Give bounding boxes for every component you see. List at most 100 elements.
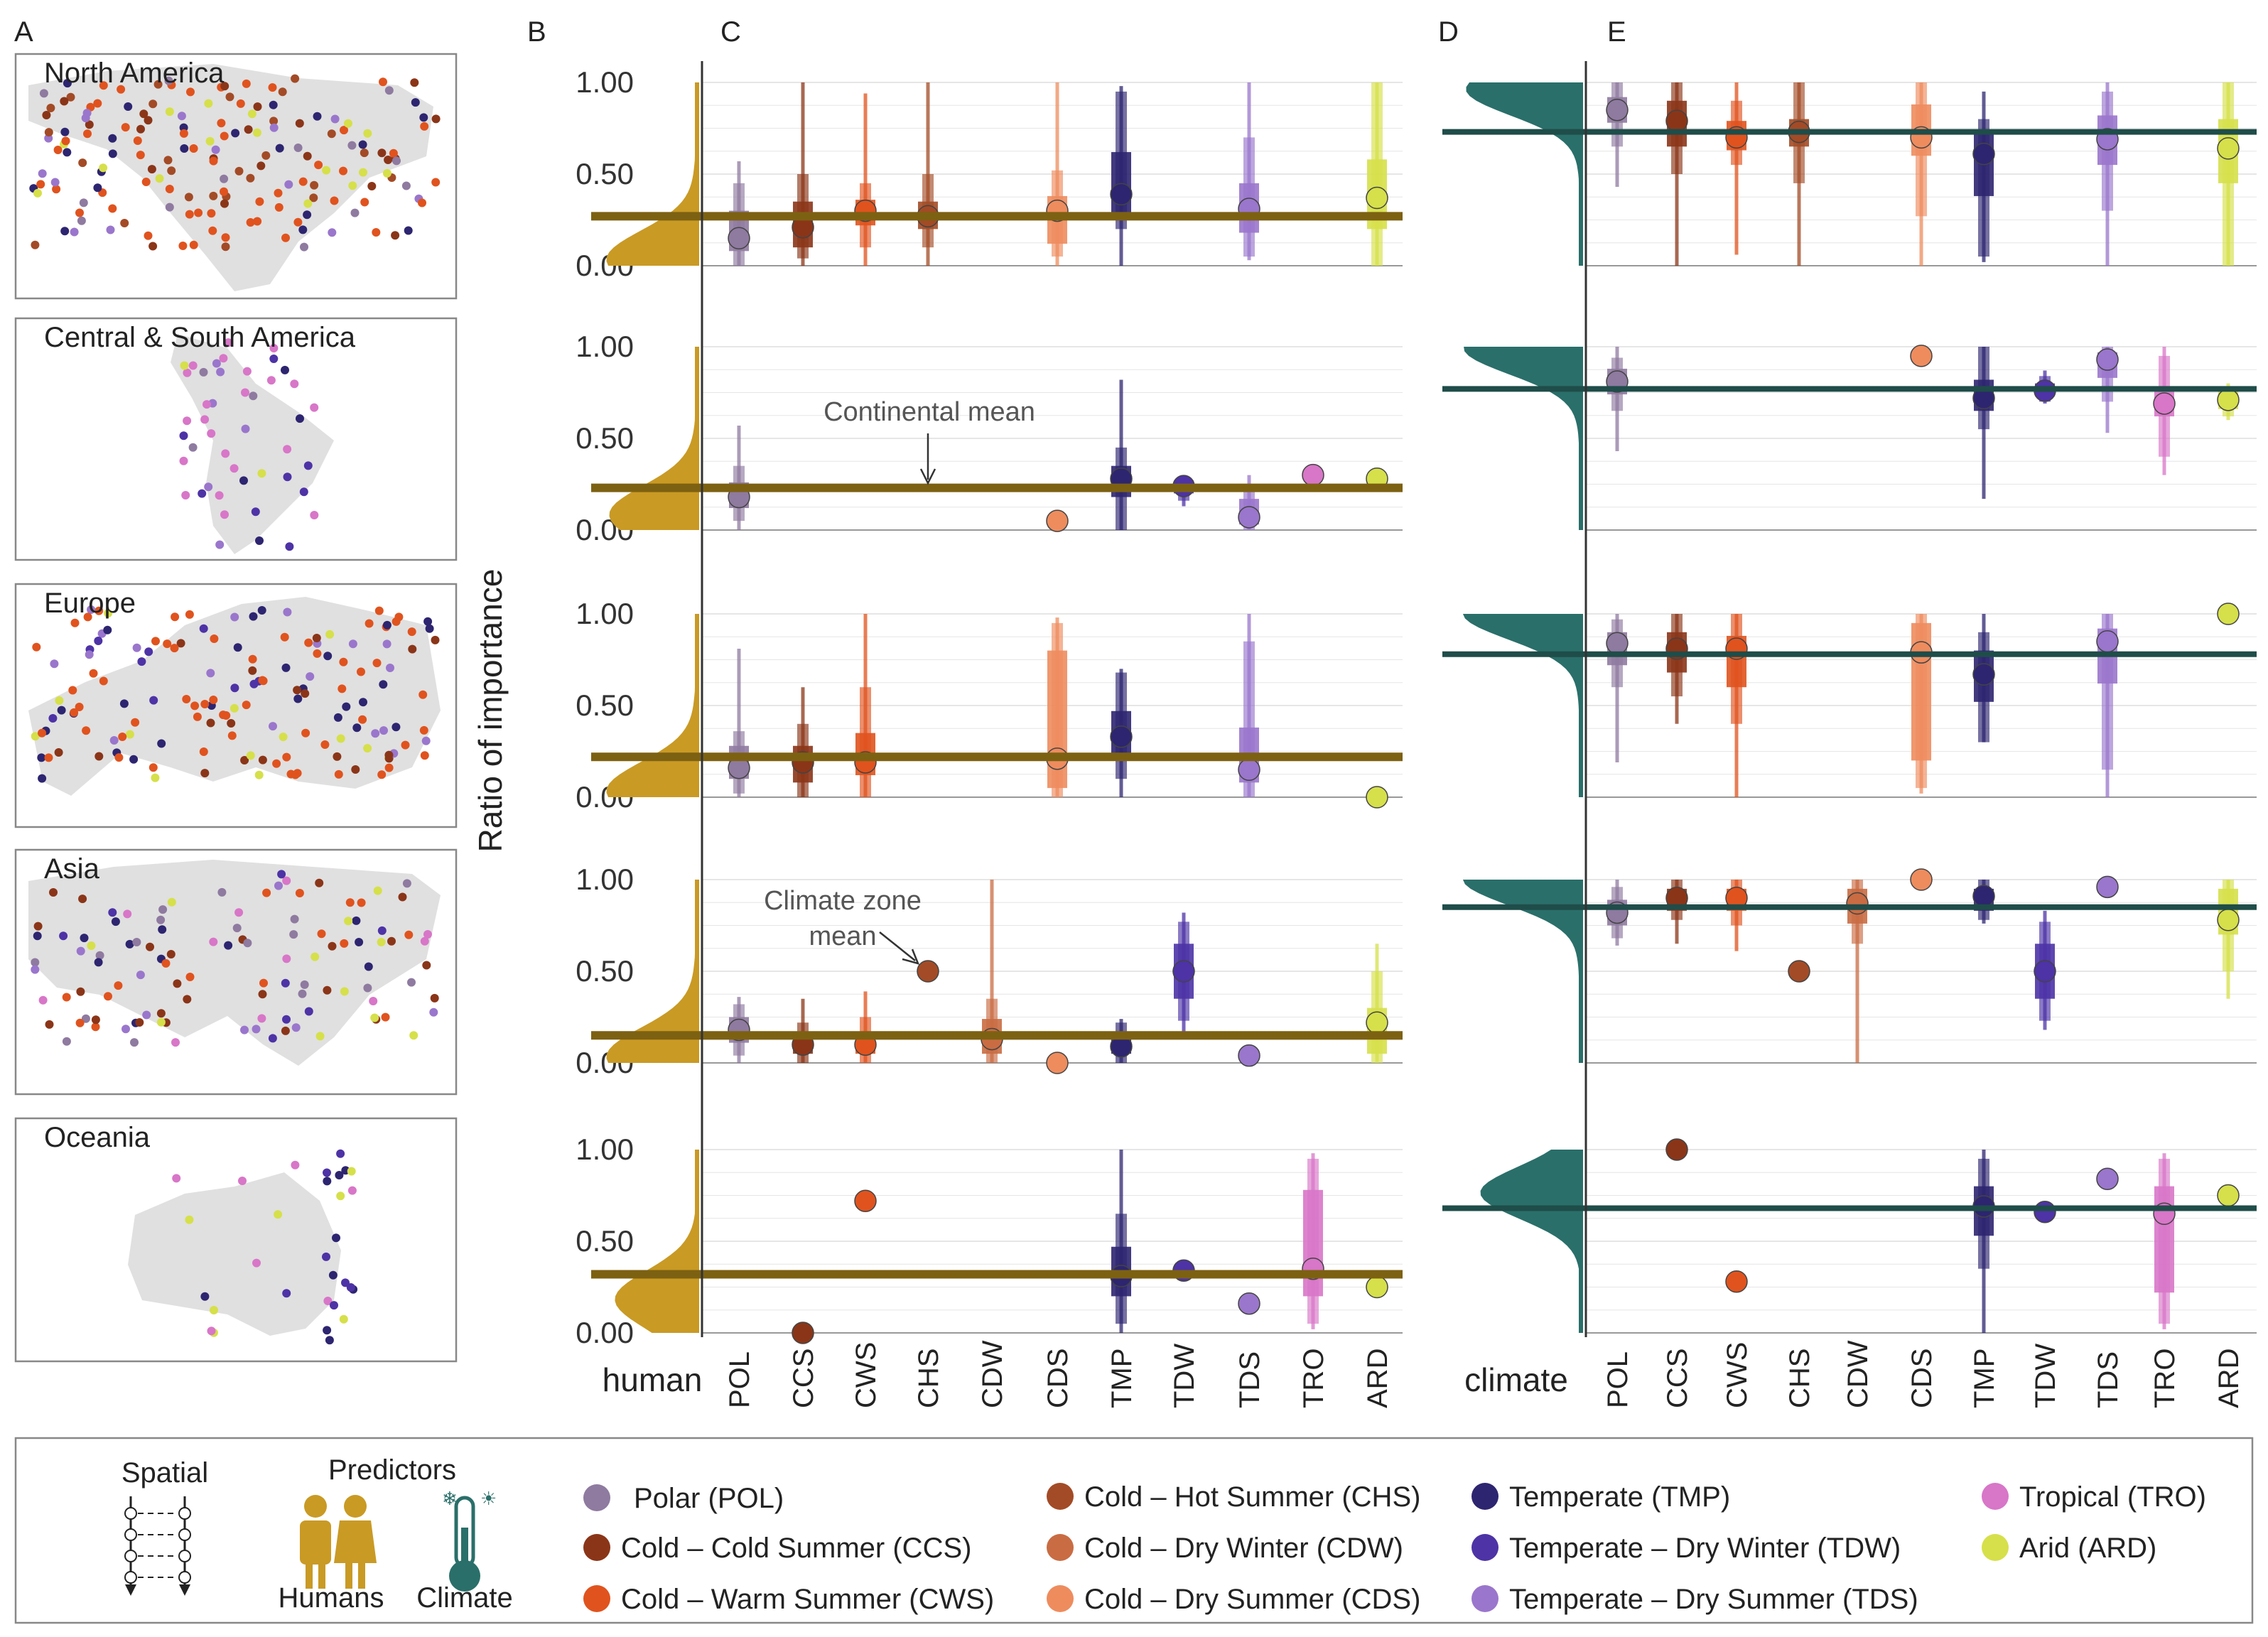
map-site-point: [52, 185, 61, 194]
map-site-point: [338, 684, 347, 693]
spatial-icon-node: [124, 1571, 137, 1584]
map-region-title: Central & South America: [44, 322, 356, 353]
map-site-point: [153, 80, 163, 89]
map-site-point: [33, 931, 42, 941]
map-site-point: [238, 1177, 247, 1185]
humans-icon-head: [304, 1495, 327, 1518]
map-site-point: [44, 753, 53, 762]
map-site-point: [304, 638, 313, 647]
map-site-point: [274, 1210, 283, 1219]
map-site-point: [122, 1025, 130, 1034]
mean-point: [1238, 1292, 1260, 1315]
map-site-point: [420, 121, 429, 131]
map-site-point: [363, 129, 372, 138]
map-site-point: [217, 119, 226, 128]
map-site-point: [57, 706, 66, 715]
map-site-point: [284, 180, 293, 189]
map-site-point: [38, 995, 48, 1005]
map-site-point: [283, 445, 292, 454]
legend-swatch: [1047, 1534, 1074, 1561]
legend-swatch: [583, 1585, 610, 1612]
facet-row: 0.00 0.50 1.00: [576, 1133, 2257, 1349]
map-site-point: [179, 431, 188, 441]
map-site-point: [303, 210, 312, 220]
map-site-point: [345, 898, 355, 907]
map-site-point: [282, 752, 291, 762]
map-site-point: [38, 774, 47, 783]
map-site-point: [340, 939, 349, 948]
sun-icon: ☀: [480, 1488, 497, 1509]
legend-swatch: [1982, 1483, 2009, 1510]
map-region-title: Europe: [44, 588, 136, 619]
legend-item: Arid (ARD): [1982, 1533, 2156, 1564]
map-site-point: [339, 166, 347, 175]
map-site-point: [370, 1013, 379, 1022]
annotation-climate-zone-mean: mean: [809, 922, 876, 951]
map-site-point: [409, 1031, 418, 1040]
panel-letter: D: [1438, 16, 1459, 48]
map-site-point: [347, 1167, 356, 1176]
map-site-point: [419, 725, 428, 735]
map-site-point: [129, 755, 139, 764]
x-tick-label: TDW: [1169, 1344, 1200, 1408]
map-site-point: [144, 116, 153, 125]
map-site-point: [351, 765, 360, 774]
map-site-point: [315, 878, 324, 887]
map-site-point: [114, 753, 124, 762]
map-site-point: [70, 618, 80, 627]
map-site-point: [156, 915, 166, 924]
map-site-point: [418, 690, 428, 699]
map-site-point: [31, 240, 40, 249]
map-site-point: [261, 151, 271, 160]
legend-label: Tropical (TRO): [2019, 1481, 2206, 1513]
map-site-point: [262, 888, 271, 897]
map-site-point: [189, 144, 198, 153]
map-site-point: [200, 415, 210, 424]
map-site-point: [425, 624, 434, 633]
spatial-icon-arrow: [179, 1584, 190, 1596]
map-site-point: [257, 606, 266, 615]
map-site-point: [252, 1258, 261, 1268]
map-site-point: [186, 87, 195, 97]
map-site-point: [315, 1032, 325, 1041]
map-site-point: [277, 870, 286, 879]
map-site-point: [377, 770, 387, 779]
legend-item: Temperate – Dry Summer (TDS): [1472, 1584, 1918, 1615]
map-site-point: [76, 946, 85, 956]
thermometer-bulb: [449, 1560, 480, 1592]
map-site-point: [242, 701, 251, 710]
spatial-icon-node: [124, 1528, 137, 1541]
map-site-point: [382, 639, 392, 649]
spatial-icon-node: [178, 1571, 191, 1584]
humans-icon-leg: [306, 1560, 313, 1589]
legend-predictors-title: Predictors: [328, 1454, 456, 1486]
humans-icon-head: [344, 1495, 367, 1518]
map-site-point: [298, 177, 308, 186]
map-site-point: [281, 233, 290, 242]
map-site-point: [363, 744, 372, 753]
map-site-point: [206, 718, 215, 728]
y-tick-label: 1.00: [576, 1133, 634, 1166]
y-tick-label: 0.50: [576, 421, 634, 455]
map-site-point: [212, 359, 221, 368]
map-site-point: [188, 361, 198, 370]
map-site-point: [184, 193, 193, 202]
map-site-point: [50, 178, 60, 187]
map-site-point: [234, 166, 244, 175]
mean-point: [1606, 632, 1629, 655]
map-site-point: [429, 1007, 438, 1017]
map-site-point: [31, 965, 40, 974]
y-tick-label: 0.50: [576, 954, 634, 988]
mean-point: [1110, 183, 1133, 206]
map-site-point: [298, 225, 308, 234]
map-site-point: [251, 507, 260, 517]
human-density: [615, 1150, 699, 1333]
map-site-point: [118, 733, 127, 741]
map-site-point: [59, 931, 68, 941]
map-site-point: [183, 368, 192, 377]
map-site-point: [224, 338, 233, 347]
legend-label: Polar (POL): [634, 1483, 784, 1514]
map-site-point: [99, 676, 108, 686]
map-site-point: [373, 886, 382, 895]
legend-label: Cold – Cold Summer (CCS): [621, 1533, 971, 1564]
